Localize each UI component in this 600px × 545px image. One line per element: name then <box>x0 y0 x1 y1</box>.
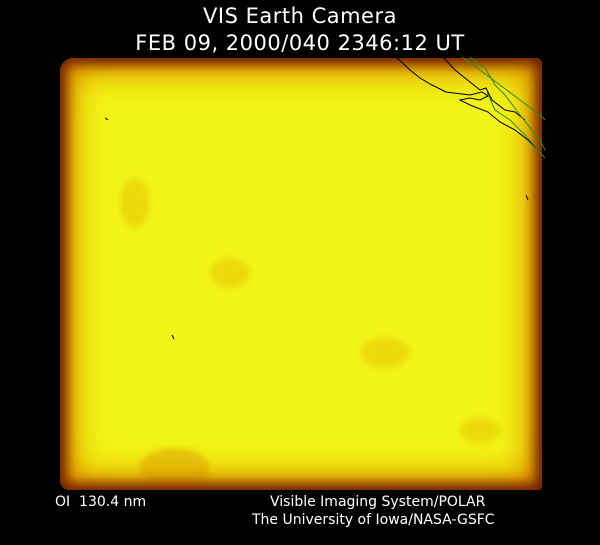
grid-line <box>486 91 546 159</box>
instrument-label: Visible Imaging System/POLAR <box>270 494 486 510</box>
grid-line <box>469 56 546 151</box>
credit-label: The University of Iowa/NASA-GSFC <box>252 512 495 528</box>
camera-title: VIS Earth Camera <box>203 4 397 28</box>
coastline <box>395 56 539 151</box>
earth-camera-image <box>60 58 542 490</box>
grid-line <box>461 56 546 121</box>
coastline <box>442 56 526 121</box>
observation-timestamp: FEB 09, 2000/040 2346:12 UT <box>135 31 465 55</box>
wavelength-label: OI 130.4 nm <box>55 494 147 510</box>
coastline <box>104 117 529 340</box>
